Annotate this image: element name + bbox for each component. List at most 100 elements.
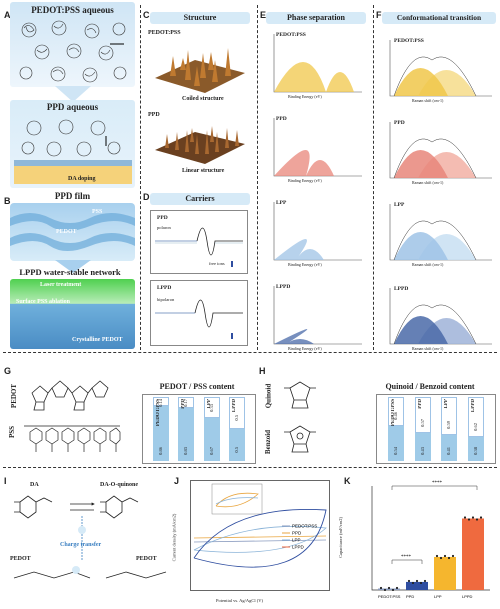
panel-b-pedot: PEDOT: [56, 229, 77, 235]
stacked-bar-top: [468, 397, 485, 437]
stacked-bar: PEDOT:PSS 0.46 0.54: [387, 397, 404, 461]
k-point: [419, 581, 423, 585]
stacked-bar: LPPD 0.62 0.38: [468, 397, 485, 461]
bar-top-value: 0.46: [392, 412, 398, 421]
film-waves: [10, 213, 135, 251]
epr-lppd-plot: LPPD bipolaron: [150, 280, 248, 346]
panel-d-free-ions: free ions: [209, 261, 225, 266]
panel-e-letter: E: [260, 10, 267, 20]
bar-top-value: 0.62: [473, 422, 479, 431]
k-point: [379, 586, 383, 590]
panel-h-title: Quinoid / Benzoid content: [385, 382, 475, 391]
k-point: [411, 581, 415, 585]
afm-linear-surface: [155, 126, 245, 164]
bar-bottom-value: 0.43: [419, 447, 425, 455]
panel-h-letter: H: [259, 366, 266, 376]
k-point: [423, 579, 427, 583]
panel-i-da: DA: [30, 482, 39, 488]
lppd-network-illustration: Laser treatment Surface PSS ablation Cry…: [10, 279, 135, 349]
panel-a-aqueous-box: PEDOT:PSS aqueous: [10, 2, 135, 87]
stacked-bar-top: [178, 397, 195, 408]
phase-plot-label: PPD: [276, 116, 287, 122]
raman-plot-1: PPD Raman shift (cm-1): [382, 118, 496, 188]
phase-peak-3: [274, 329, 314, 344]
k-point: [395, 586, 399, 590]
k-bar-3: [462, 518, 484, 590]
k-sig-label-2: ****: [432, 481, 443, 486]
quinoid-structure: [284, 381, 316, 409]
raman-peak-a-2: [394, 232, 448, 260]
raman-plot-label: PEDOT:PSS: [394, 38, 424, 44]
panel-c-pedot-pss: PEDOT:PSS: [148, 30, 181, 36]
phase-plot-1: PPD Binding Energy (eV): [266, 114, 366, 188]
panel-i-letter: I: [4, 476, 7, 486]
panel-b-laser: Laser treatment: [40, 282, 82, 288]
panel-j-ylabel: Current density (mA/cm2): [171, 513, 177, 562]
ppd-particles-illustration: [14, 119, 132, 184]
panel-b-ablation: Surface PSS ablation: [16, 299, 71, 305]
panel-f-title: Conformational transition: [382, 12, 496, 24]
panel-d-polaron: polaron: [157, 225, 171, 230]
bar-name-label: LPP: [444, 399, 450, 409]
k-point: [463, 516, 467, 519]
stacked-bar-bottom: [387, 426, 404, 461]
capacitance-bar-chart: PEDOT:PSS PPD LPP LPPD **** ****: [371, 481, 490, 599]
bar-bottom-value: 0.38: [473, 447, 479, 455]
k-point: [479, 516, 483, 519]
k-sig-bracket-2: [391, 485, 478, 490]
panel-b-title: PPD film: [54, 191, 91, 201]
k-point: [467, 518, 471, 521]
stacked-bar: PPD 0.57 0.43: [414, 397, 431, 461]
k-point: [439, 556, 443, 560]
panel-b-crystalline: Crystalline PEDOT: [72, 337, 123, 343]
phase-plot-label: LPP: [276, 200, 287, 206]
stacked-bar: LPP 0.59 0.41: [441, 397, 458, 461]
k-sig-bracket-1: [391, 559, 423, 564]
panel-d-ppd: PPD: [157, 215, 168, 221]
arrow-down-icon: [55, 260, 91, 273]
k-category-label: PEDOT:PSS: [378, 594, 401, 599]
phase-plot-xlabel: Binding Energy (eV): [288, 346, 322, 351]
panel-d-lppd: LPPD: [157, 285, 172, 291]
panel-i-pedot-left: PEDOT: [10, 556, 31, 562]
panel-k-letter: K: [344, 476, 351, 486]
panel-b-pss: PSS: [92, 209, 103, 215]
arrow-down-icon: [55, 86, 91, 102]
bar-top-value: 0.33: [208, 404, 214, 412]
panel-c-title: Structure: [150, 12, 250, 24]
k-bar-0: [378, 588, 400, 590]
k-point: [387, 586, 391, 590]
phase-plot-xlabel: Binding Energy (eV): [288, 178, 322, 183]
raman-peak-a-0: [394, 68, 448, 96]
epr-ppd-plot: PPD polaron free ions: [150, 210, 248, 274]
raman-plot-xlabel: Raman shift (cm-1): [412, 262, 444, 267]
k-bar-1: [406, 581, 428, 590]
stacked-bar-bottom: [441, 434, 458, 461]
ppd-film-illustration: PSS PEDOT: [10, 203, 135, 261]
bar-top-value: 0.59: [446, 420, 452, 429]
bar-bottom-value: 0.41: [446, 447, 452, 455]
bar-bottom-value: 0.54: [392, 447, 398, 455]
phase-plot-xlabel: Binding Energy (eV): [288, 262, 322, 267]
stacked-bar: PEDOT:PSS 0.14 0.86: [152, 397, 169, 461]
phase-plot-3: LPPD Binding Energy (eV): [266, 282, 366, 356]
bar-name-label: PPD: [417, 399, 423, 409]
phase-plot-label: LPPD: [276, 284, 291, 290]
stacked-bar-bottom: [178, 407, 195, 461]
stacked-bar: LPP 0.33 0.67: [203, 397, 220, 461]
raman-peak-a-3: [394, 316, 448, 344]
panel-g-pedot: PEDOT: [10, 383, 19, 409]
stacked-bar-bottom: [468, 436, 485, 461]
legend-label: PPD: [292, 531, 302, 536]
benzoid-structure: [284, 425, 316, 453]
panel-c-ppd: PPD: [148, 112, 160, 118]
panel-g-letter: G: [4, 366, 12, 376]
panel-h-benzoid: Benzoid: [264, 429, 273, 455]
raman-plot-xlabel: Raman shift (cm-1): [412, 346, 444, 351]
raman-plot-label: LPP: [394, 202, 405, 208]
raman-plot-label: LPPD: [394, 286, 409, 292]
bar-name-label: LPPD: [232, 399, 238, 413]
panel-h-quinoid: Quinoid: [264, 383, 273, 409]
k-point: [435, 554, 439, 558]
panel-i-quinone: DA-O-quinone: [100, 482, 139, 488]
